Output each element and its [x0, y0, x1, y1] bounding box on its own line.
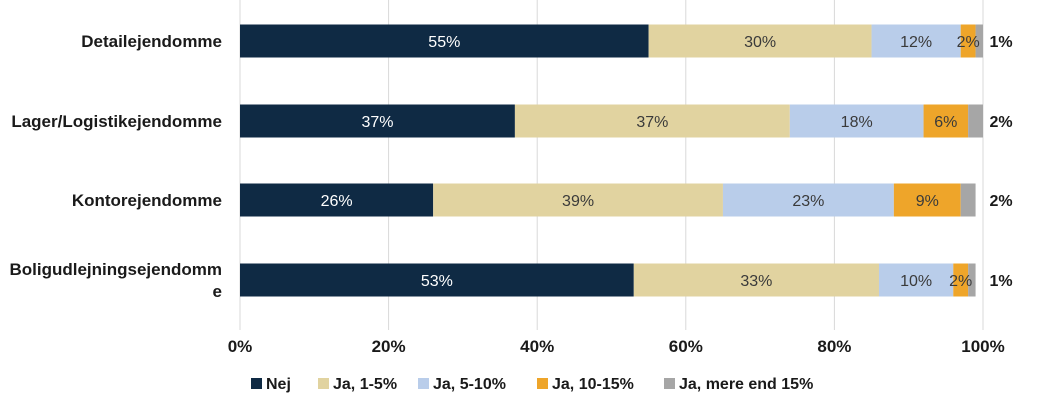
category-label: Kontorejendomme	[72, 191, 222, 210]
legend-label: Ja, mere end 15%	[679, 376, 813, 393]
legend-swatch	[537, 378, 548, 389]
legend-item: Ja, 10-15%	[537, 376, 634, 393]
bar-segment	[789, 104, 924, 138]
bar-segment	[240, 24, 649, 58]
bar-segment	[514, 104, 790, 138]
bar-segment	[960, 24, 976, 58]
data-label: 23%	[792, 193, 824, 210]
bar-segment	[923, 104, 969, 138]
bar-segment	[893, 183, 961, 217]
legend-label: Ja, 1-5%	[333, 376, 397, 393]
legend-item: Ja, 1-5%	[318, 376, 397, 393]
data-label: 1%	[989, 273, 1012, 290]
data-label: 1%	[989, 34, 1012, 51]
x-tick-label: 0%	[228, 337, 253, 356]
data-label: 37%	[361, 114, 393, 131]
bar-segment	[968, 104, 983, 138]
bar-segment	[968, 263, 976, 297]
legend-swatch	[251, 378, 262, 389]
data-labels: 55% 30% 12% 2% 1% 37% 37% 18% 6% 2% 26% 39% 23% 9% 2% 5…	[321, 34, 1013, 290]
legend-label: Ja, 10-15%	[552, 376, 634, 393]
x-axis-ticks: 0% 20% 40% 60% 80% 100%	[228, 337, 1005, 356]
data-label: 37%	[636, 114, 668, 131]
data-label: 2%	[949, 273, 972, 290]
legend-swatch	[318, 378, 329, 389]
bar-segment	[240, 183, 434, 217]
data-label: 9%	[916, 193, 939, 210]
category-label: Detailejendomme	[81, 32, 222, 51]
data-label: 18%	[841, 114, 873, 131]
data-label: 33%	[740, 273, 772, 290]
data-label: 12%	[900, 34, 932, 51]
x-tick-label: 60%	[669, 337, 703, 356]
bar-segment	[871, 24, 961, 58]
bar-segment	[953, 263, 969, 297]
bar-segment	[240, 104, 515, 138]
legend-label: Nej	[266, 376, 291, 393]
x-tick-label: 100%	[961, 337, 1004, 356]
category-label: Lager/Logistikejendomme	[11, 112, 222, 131]
bar-segment	[975, 24, 983, 58]
legend: Nej Ja, 1-5% Ja, 5-10% Ja, 10-15% Ja, mere e…	[251, 376, 813, 393]
category-label: e	[213, 282, 222, 301]
legend-item: Ja, 5-10%	[418, 376, 506, 393]
x-tick-label: 80%	[817, 337, 851, 356]
data-label: 2%	[989, 193, 1012, 210]
data-label: 10%	[900, 273, 932, 290]
data-label: 53%	[421, 273, 453, 290]
bar-segment	[633, 263, 879, 297]
legend-label: Ja, 5-10%	[433, 376, 506, 393]
data-label: 39%	[562, 193, 594, 210]
x-tick-label: 20%	[372, 337, 406, 356]
data-label: 30%	[744, 34, 776, 51]
bar-segment	[648, 24, 872, 58]
bar-segment	[240, 263, 634, 297]
bar-segment	[433, 183, 723, 217]
legend-swatch	[418, 378, 429, 389]
data-label: 26%	[321, 193, 353, 210]
data-label: 55%	[428, 34, 460, 51]
bar-segment	[878, 263, 954, 297]
legend-swatch	[664, 378, 675, 389]
data-label: 2%	[989, 114, 1012, 131]
legend-item: Ja, mere end 15%	[664, 376, 813, 393]
data-label: 2%	[957, 34, 980, 51]
bar-segment	[722, 183, 894, 217]
legend-item: Nej	[251, 376, 291, 393]
category-labels: Detailejendomme Lager/Logistikejendomme Ko…	[9, 32, 222, 301]
category-label: Boligudlejningsejendomm	[9, 260, 222, 279]
bars	[240, 24, 983, 297]
x-tick-label: 40%	[520, 337, 554, 356]
bar-segment	[960, 183, 976, 217]
data-label: 6%	[934, 114, 957, 131]
